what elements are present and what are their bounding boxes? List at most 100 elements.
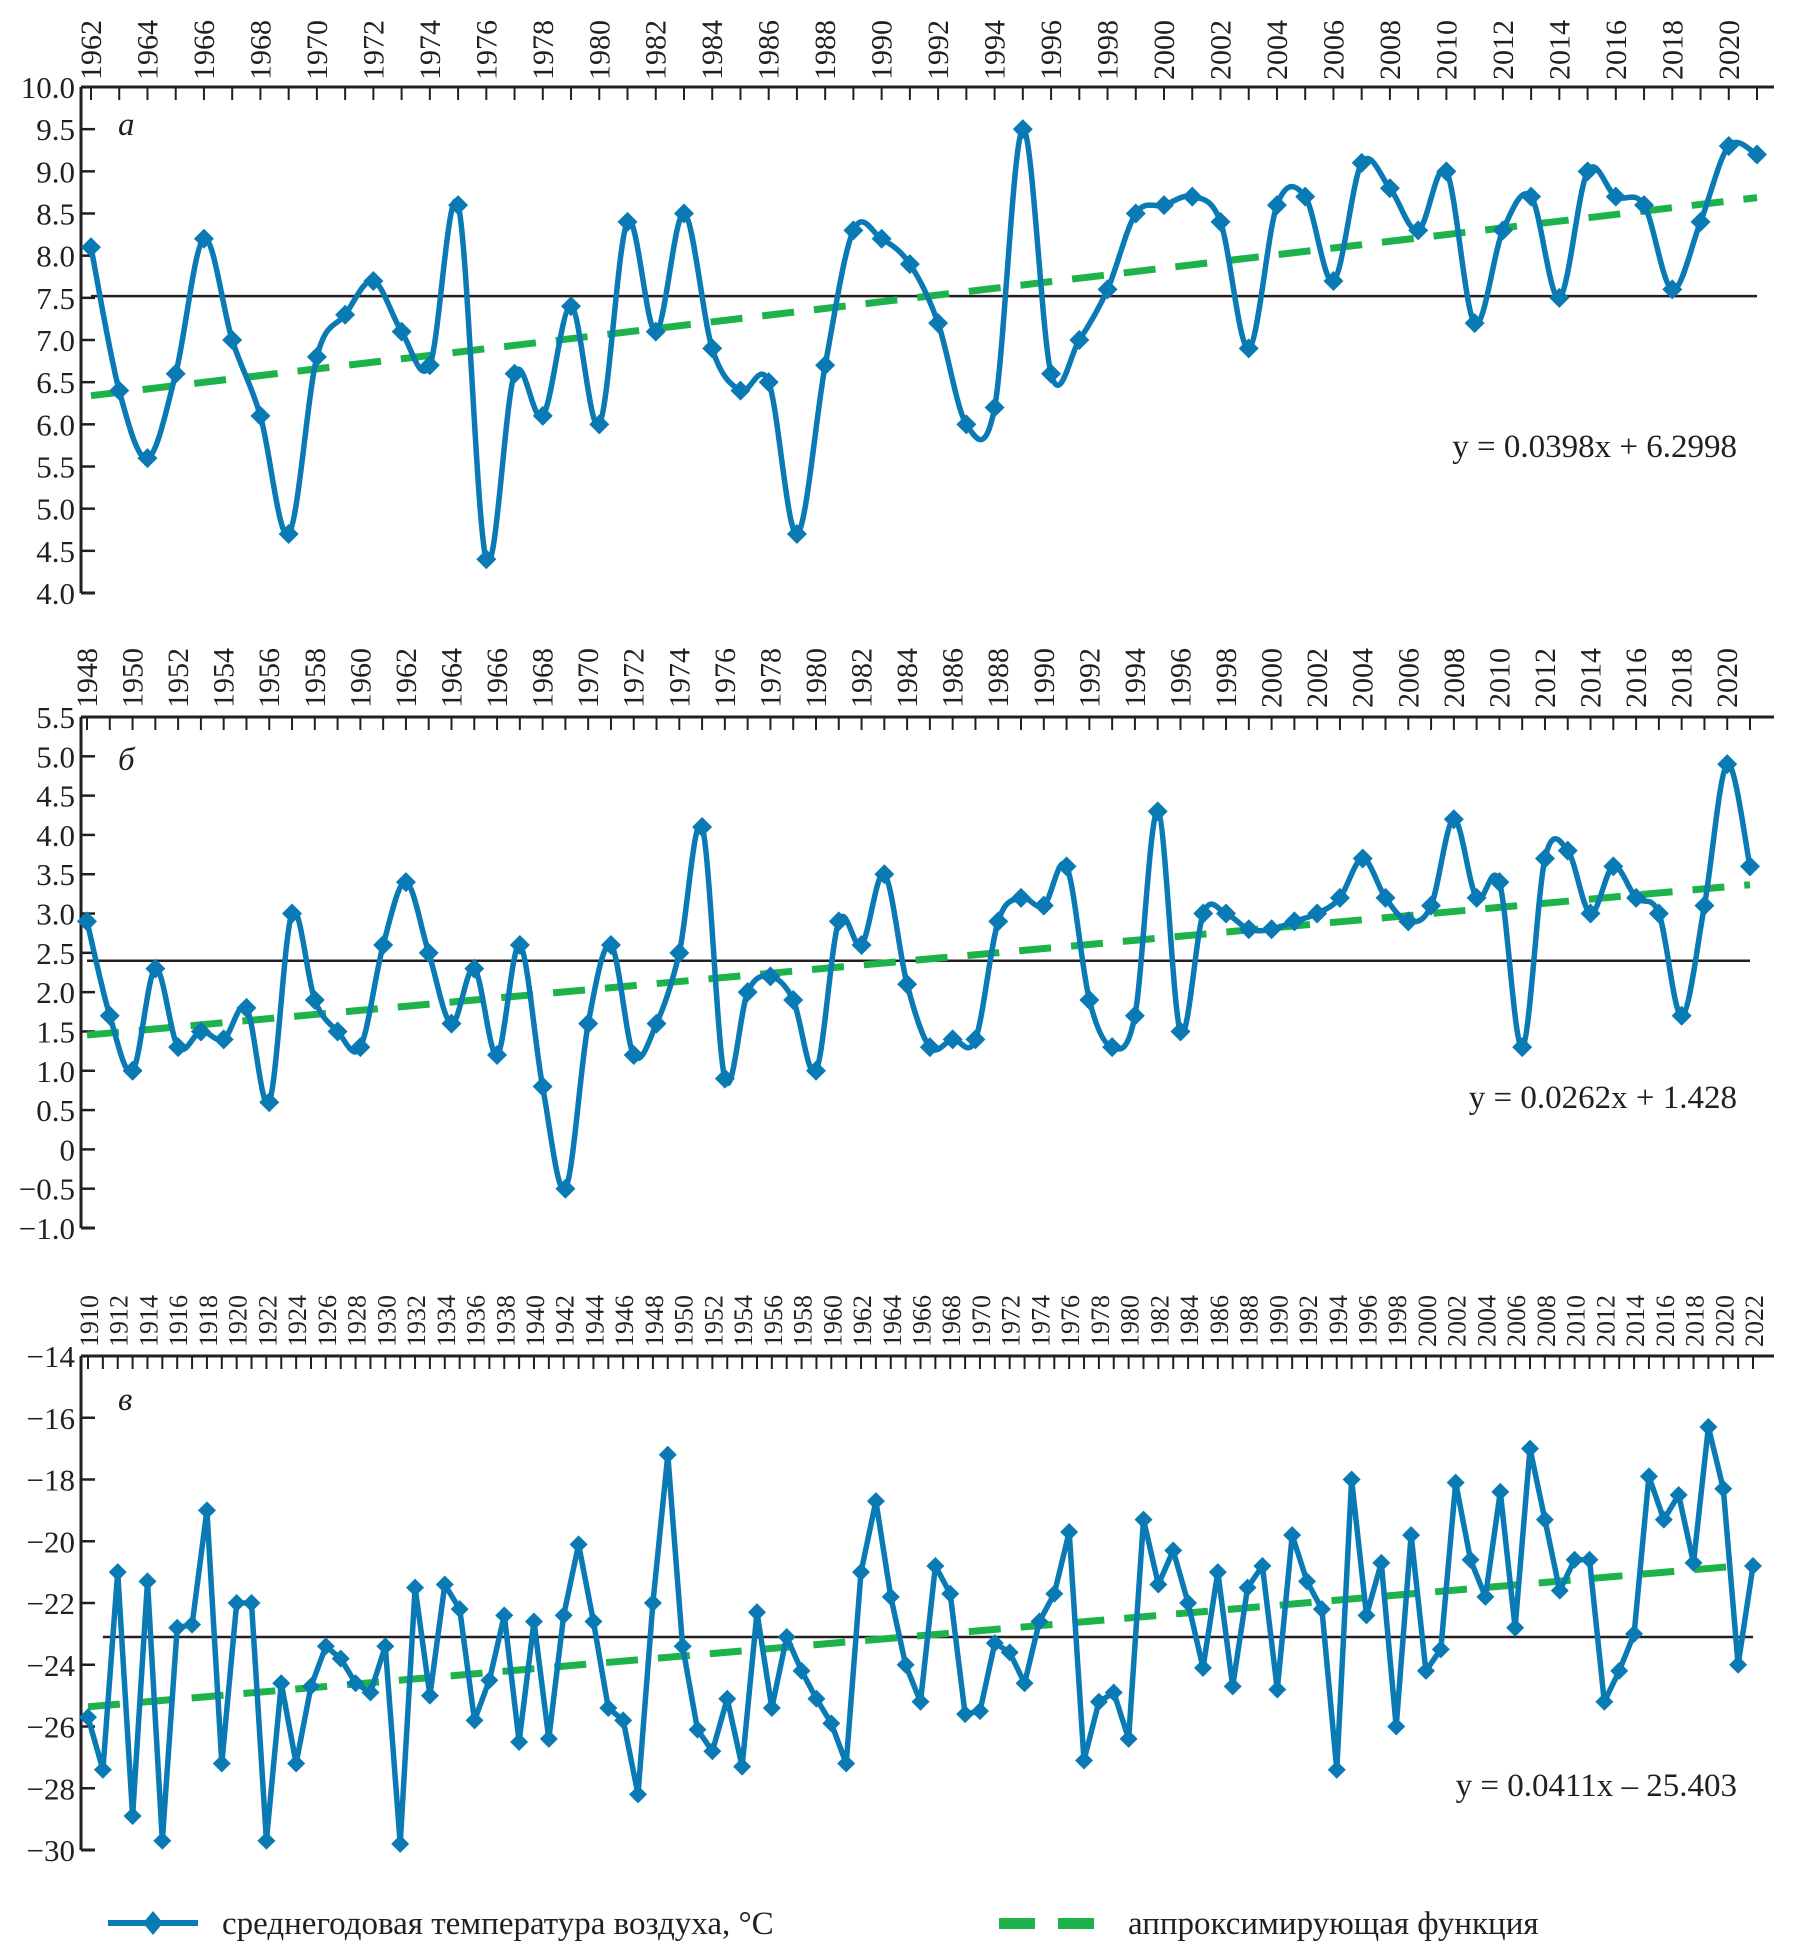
y-tick-label: 9.0 xyxy=(36,154,75,189)
data-point-2020 xyxy=(1714,1479,1733,1498)
x-tick-label: 1946 xyxy=(610,1295,639,1347)
x-tick-label: 1998 xyxy=(1092,20,1125,80)
data-point-1930 xyxy=(376,1637,395,1656)
trend-equation: y = 0.0411x – 25.403 xyxy=(1456,1768,1737,1804)
x-tick-label: 1948 xyxy=(640,1295,669,1347)
data-point-1923 xyxy=(272,1674,291,1693)
x-tick-label: 1994 xyxy=(1324,1295,1353,1347)
data-point-1967 xyxy=(926,1556,945,1575)
x-tick-label: 1968 xyxy=(244,20,277,80)
data-point-1964 xyxy=(137,448,158,469)
data-point-2011 xyxy=(1580,1550,1599,1569)
data-point-1910 xyxy=(79,1708,97,1727)
x-tick-label: 2004 xyxy=(1347,648,1380,708)
data-point-1935 xyxy=(450,1600,469,1619)
x-tick-label: 1968 xyxy=(937,1295,966,1347)
data-point-1944 xyxy=(584,1612,603,1631)
data-point-1972 xyxy=(623,1045,644,1066)
data-point-1985 xyxy=(919,1037,940,1058)
x-tick-label: 1912 xyxy=(105,1295,134,1347)
data-point-2019 xyxy=(1694,895,1715,916)
x-tick-label: 1998 xyxy=(1383,1295,1412,1347)
data-point-1992 xyxy=(928,313,949,334)
data-point-2006 xyxy=(1398,911,1419,932)
y-tick-label: 10.0 xyxy=(21,70,75,105)
x-tick-label: 1972 xyxy=(997,1295,1026,1347)
data-point-1970 xyxy=(970,1702,989,1721)
x-tick-label: 1988 xyxy=(809,20,842,80)
data-point-2009 xyxy=(1550,1581,1569,1600)
x-tick-label: 1978 xyxy=(754,648,787,708)
data-point-2015 xyxy=(1639,1467,1658,1486)
data-point-1973 xyxy=(1015,1674,1034,1693)
data-point-1913 xyxy=(123,1807,142,1826)
data-point-1980 xyxy=(589,414,610,435)
y-tick-label: −20 xyxy=(27,1524,75,1559)
data-point-1980 xyxy=(805,1060,826,1081)
data-point-1941 xyxy=(539,1729,558,1748)
data-point-2010 xyxy=(1436,161,1457,182)
legend: среднегодовая температура воздуха, °С ап… xyxy=(108,1906,1539,1942)
data-point-1983 xyxy=(1164,1541,1183,1560)
data-point-1958 xyxy=(304,990,325,1011)
data-point-2018 xyxy=(1684,1553,1703,1572)
x-tick-label: 2004 xyxy=(1261,20,1294,80)
data-point-2008 xyxy=(1443,809,1464,830)
data-point-1977 xyxy=(504,363,525,384)
data-point-1971 xyxy=(600,934,621,955)
data-point-1948 xyxy=(77,911,97,932)
data-point-2014 xyxy=(1625,1624,1644,1643)
data-point-1969 xyxy=(555,1178,576,1199)
data-point-1971 xyxy=(985,1634,1004,1653)
data-point-1925 xyxy=(301,1677,320,1696)
x-tick-label: 1942 xyxy=(551,1295,580,1347)
data-point-2020 xyxy=(1717,754,1738,775)
x-tick-label: 1990 xyxy=(1264,1295,1293,1347)
x-tick-label: 1974 xyxy=(663,648,696,708)
data-point-1959 xyxy=(327,1021,348,1042)
data-point-1970 xyxy=(306,346,327,367)
data-point-1976 xyxy=(476,549,497,570)
x-tick-label: 1970 xyxy=(301,20,334,80)
trend-line xyxy=(86,881,1751,1039)
data-point-1974 xyxy=(419,355,440,376)
data-point-1955 xyxy=(236,997,257,1018)
x-tick-label: 1950 xyxy=(117,648,150,708)
data-point-1951 xyxy=(688,1720,707,1739)
data-point-1939 xyxy=(510,1732,529,1751)
data-point-1956 xyxy=(259,1092,280,1113)
data-point-1982 xyxy=(851,934,872,955)
data-point-1934 xyxy=(435,1575,454,1594)
data-point-1972 xyxy=(1000,1643,1019,1662)
x-tick-label: 1970 xyxy=(572,648,605,708)
x-tick-label: 1950 xyxy=(670,1295,699,1347)
data-point-1921 xyxy=(242,1594,261,1612)
data-point-2017 xyxy=(1648,903,1669,924)
data-point-1985 xyxy=(1193,1658,1212,1677)
x-tick-label: 2018 xyxy=(1666,648,1699,708)
trend-line xyxy=(90,194,1758,400)
x-tick-label: 1984 xyxy=(1175,1295,1204,1347)
data-point-1968 xyxy=(941,1584,960,1603)
data-point-1965 xyxy=(896,1655,915,1674)
data-point-1996 xyxy=(1170,1021,1191,1042)
data-point-2000 xyxy=(1154,195,1175,216)
data-point-1957 xyxy=(282,903,303,924)
x-tick-label: 1916 xyxy=(164,1295,193,1347)
x-tick-label: 2012 xyxy=(1487,20,1520,80)
x-tick-label: 2022 xyxy=(1740,1295,1769,1347)
data-point-1984 xyxy=(897,974,918,995)
data-point-2011 xyxy=(1512,1037,1533,1058)
data-point-1992 xyxy=(1298,1572,1317,1591)
data-point-1912 xyxy=(108,1563,127,1582)
data-point-1937 xyxy=(480,1671,499,1690)
data-point-1997 xyxy=(1069,330,1090,350)
x-tick-label: 1976 xyxy=(1056,1295,1085,1347)
x-tick-label: 1994 xyxy=(979,20,1012,80)
data-point-2014 xyxy=(1549,287,1570,308)
data-point-2007 xyxy=(1351,152,1372,173)
x-tick-label: 1926 xyxy=(313,1295,342,1347)
data-point-1954 xyxy=(213,1029,234,1050)
data-point-1927 xyxy=(331,1649,350,1668)
